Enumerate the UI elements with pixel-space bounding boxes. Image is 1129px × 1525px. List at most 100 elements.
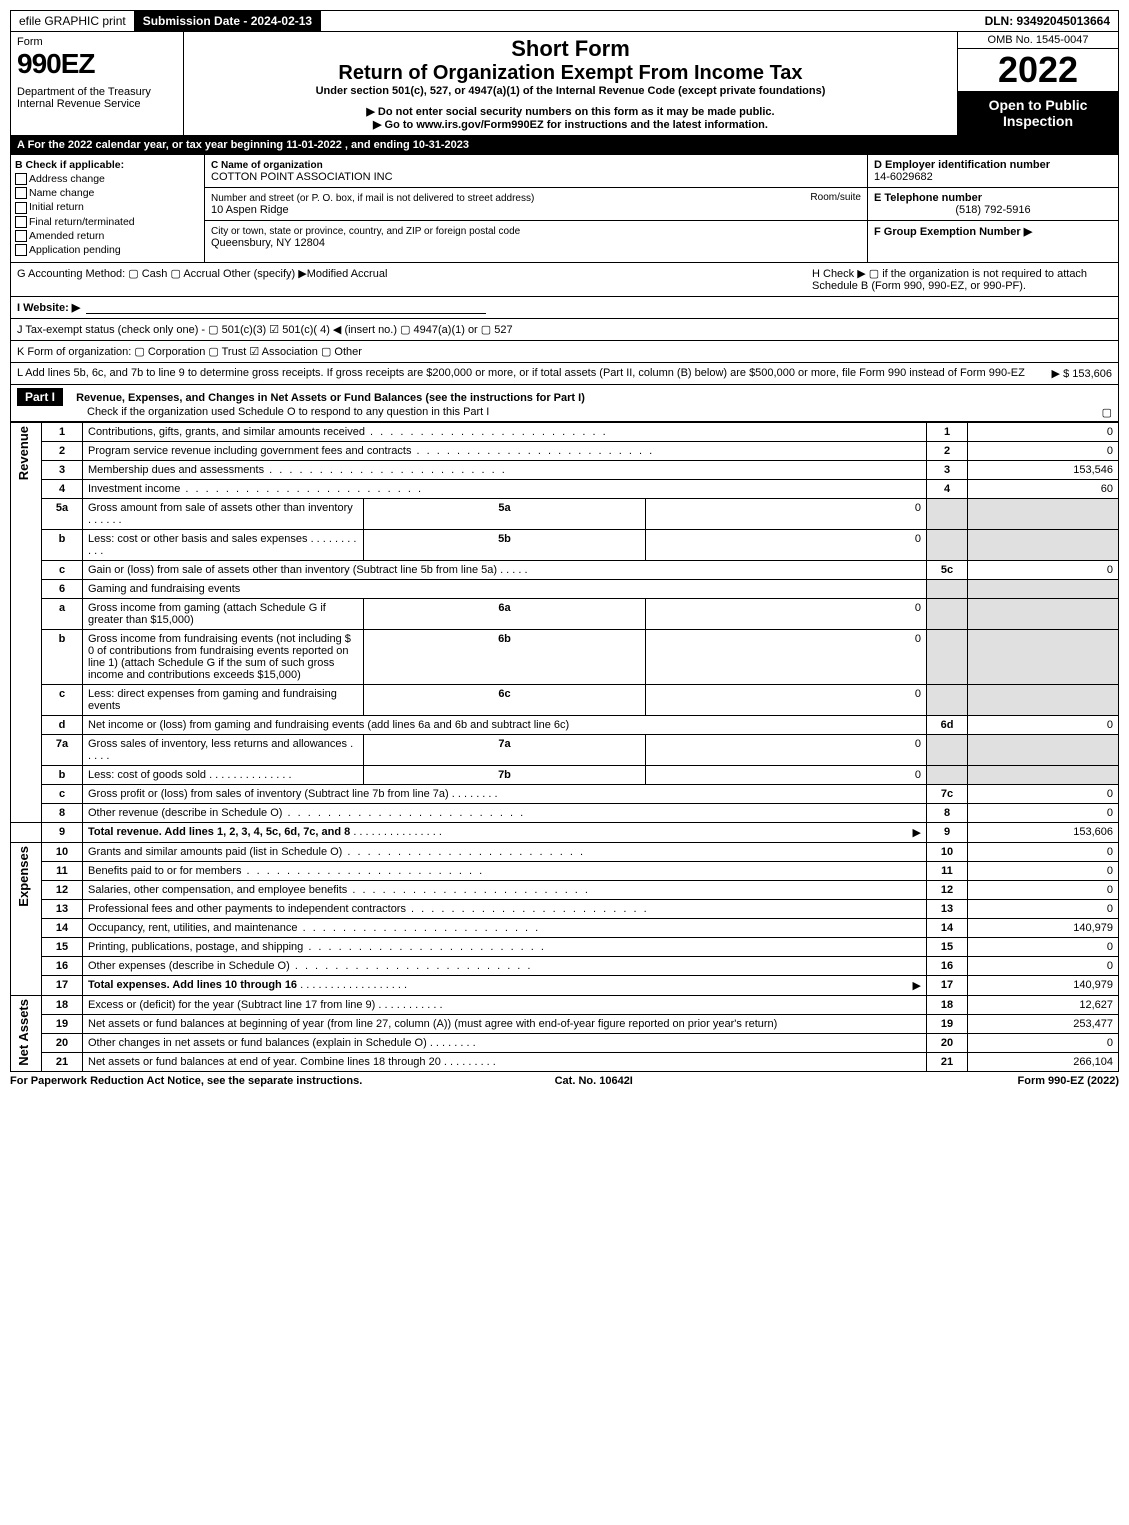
l20-desc: Other changes in net assets or fund bala… <box>83 1034 927 1053</box>
l7c-desc: Gross profit or (loss) from sales of inv… <box>83 785 927 804</box>
row-g-h: G Accounting Method: ▢ Cash ▢ Accrual Ot… <box>10 263 1119 297</box>
l6c-no: c <box>42 685 83 716</box>
l16-desc: Other expenses (describe in Schedule O) <box>83 957 927 976</box>
chk-initial-lbl: Initial return <box>29 201 84 213</box>
l20-v: 0 <box>968 1034 1119 1053</box>
l8-c: 8 <box>927 804 968 823</box>
line-a: A For the 2022 calendar year, or tax yea… <box>10 136 1119 155</box>
goto-note[interactable]: ▶ Go to www.irs.gov/Form990EZ for instru… <box>188 118 953 131</box>
chk-initial[interactable]: Initial return <box>15 201 200 213</box>
side-expenses: Expenses <box>16 846 36 907</box>
street-label: Number and street (or P. O. box, if mail… <box>211 193 534 204</box>
chk-pending[interactable]: Application pending <box>15 244 200 256</box>
chk-name[interactable]: Name change <box>15 187 200 199</box>
chk-final-lbl: Final return/terminated <box>29 216 135 228</box>
room-label: Room/suite <box>810 192 861 203</box>
dln: DLN: 93492045013664 <box>977 11 1118 31</box>
chk-address[interactable]: Address change <box>15 173 200 185</box>
l14-no: 14 <box>42 919 83 938</box>
l7c-v: 0 <box>968 785 1119 804</box>
part1-check-box[interactable]: ▢ <box>1102 406 1112 419</box>
l6d-v: 0 <box>968 716 1119 735</box>
l15-no: 15 <box>42 938 83 957</box>
l15-c: 15 <box>927 938 968 957</box>
l18-desc: Excess or (deficit) for the year (Subtra… <box>83 996 927 1015</box>
group-exempt-cell: F Group Exemption Number ▶ <box>868 221 1118 242</box>
l8-v: 0 <box>968 804 1119 823</box>
l19-desc: Net assets or fund balances at beginning… <box>83 1015 927 1034</box>
l8-desc: Other revenue (describe in Schedule O) <box>83 804 927 823</box>
part1-heading: Revenue, Expenses, and Changes in Net As… <box>76 392 585 404</box>
side-rev-end <box>11 823 42 843</box>
l6a-sv: 0 <box>645 599 926 630</box>
l11-desc: Benefits paid to or for members <box>83 862 927 881</box>
form-number: 990EZ <box>17 48 177 80</box>
l7a-no: 7a <box>42 735 83 766</box>
l17-desc: Total expenses. Add lines 10 through 16 … <box>83 976 927 996</box>
line-k: K Form of organization: ▢ Corporation ▢ … <box>10 341 1119 363</box>
l14-desc: Occupancy, rent, utilities, and maintena… <box>83 919 927 938</box>
l18-v: 12,627 <box>968 996 1119 1015</box>
l1-c: 1 <box>927 423 968 442</box>
chk-final[interactable]: Final return/terminated <box>15 216 200 228</box>
col-c: C Name of organization COTTON POINT ASSO… <box>205 155 867 262</box>
l5a-sc: 5a <box>364 499 645 530</box>
line-j: J Tax-exempt status (check only one) - ▢… <box>10 319 1119 341</box>
l5b-no: b <box>42 530 83 561</box>
l6c-sv: 0 <box>645 685 926 716</box>
l5b-sh2 <box>968 530 1119 561</box>
city-cell: City or town, state or province, country… <box>205 221 867 253</box>
website-label: I Website: ▶ <box>17 301 80 314</box>
chk-amended[interactable]: Amended return <box>15 230 200 242</box>
ein-val: 14-6029682 <box>874 171 933 183</box>
d-label: D Employer identification number <box>874 159 1050 171</box>
l19-c: 19 <box>927 1015 968 1034</box>
l21-desc: Net assets or fund balances at end of ye… <box>83 1053 927 1072</box>
l7b-sh2 <box>968 766 1119 785</box>
l19-no: 19 <box>42 1015 83 1034</box>
form-center: Short Form Return of Organization Exempt… <box>184 32 958 135</box>
l7a-sv: 0 <box>645 735 926 766</box>
l7a-desc: Gross sales of inventory, less returns a… <box>83 735 364 766</box>
l6-sh1 <box>927 580 968 599</box>
phone-cell: E Telephone number (518) 792-5916 <box>868 188 1118 221</box>
l6b-sv: 0 <box>645 630 926 685</box>
l6a-no: a <box>42 599 83 630</box>
line-i: I Website: ▶ <box>10 297 1119 319</box>
l5a-no: 5a <box>42 499 83 530</box>
phone-val: (518) 792-5916 <box>874 204 1112 216</box>
l17-v: 140,979 <box>968 976 1119 996</box>
l5c-v: 0 <box>968 561 1119 580</box>
l7a-sh2 <box>968 735 1119 766</box>
l21-v: 266,104 <box>968 1053 1119 1072</box>
footer-right: Form 990-EZ (2022) <box>1018 1075 1119 1087</box>
l10-no: 10 <box>42 843 83 862</box>
footer-mid: Cat. No. 10642I <box>555 1075 633 1087</box>
l6a-desc: Gross income from gaming (attach Schedul… <box>83 599 364 630</box>
l12-desc: Salaries, other compensation, and employ… <box>83 881 927 900</box>
footer: For Paperwork Reduction Act Notice, see … <box>10 1072 1119 1090</box>
subtitle: Under section 501(c), 527, or 4947(a)(1)… <box>188 85 953 97</box>
l6-no: 6 <box>42 580 83 599</box>
l5c-desc: Gain or (loss) from sale of assets other… <box>83 561 927 580</box>
side-net-assets: Net Assets <box>16 999 36 1066</box>
side-revenue: Revenue <box>16 426 36 480</box>
l4-no: 4 <box>42 480 83 499</box>
l20-c: 20 <box>927 1034 968 1053</box>
org-name: COTTON POINT ASSOCIATION INC <box>211 171 393 183</box>
l6b-desc: Gross income from fundraising events (no… <box>83 630 364 685</box>
form-word: Form <box>17 36 177 48</box>
line-l-text: L Add lines 5b, 6c, and 7b to line 9 to … <box>17 367 1025 380</box>
l6c-sh1 <box>927 685 968 716</box>
part1-check-text: Check if the organization used Schedule … <box>87 406 489 418</box>
l21-c: 21 <box>927 1053 968 1072</box>
l7a-sh1 <box>927 735 968 766</box>
e-label: E Telephone number <box>874 192 982 204</box>
l9-arrow: ▶ <box>913 826 921 839</box>
l12-c: 12 <box>927 881 968 900</box>
l1-no: 1 <box>42 423 83 442</box>
l6c-desc: Less: direct expenses from gaming and fu… <box>83 685 364 716</box>
l17-arrow: ▶ <box>913 979 921 992</box>
l3-no: 3 <box>42 461 83 480</box>
l12-no: 12 <box>42 881 83 900</box>
